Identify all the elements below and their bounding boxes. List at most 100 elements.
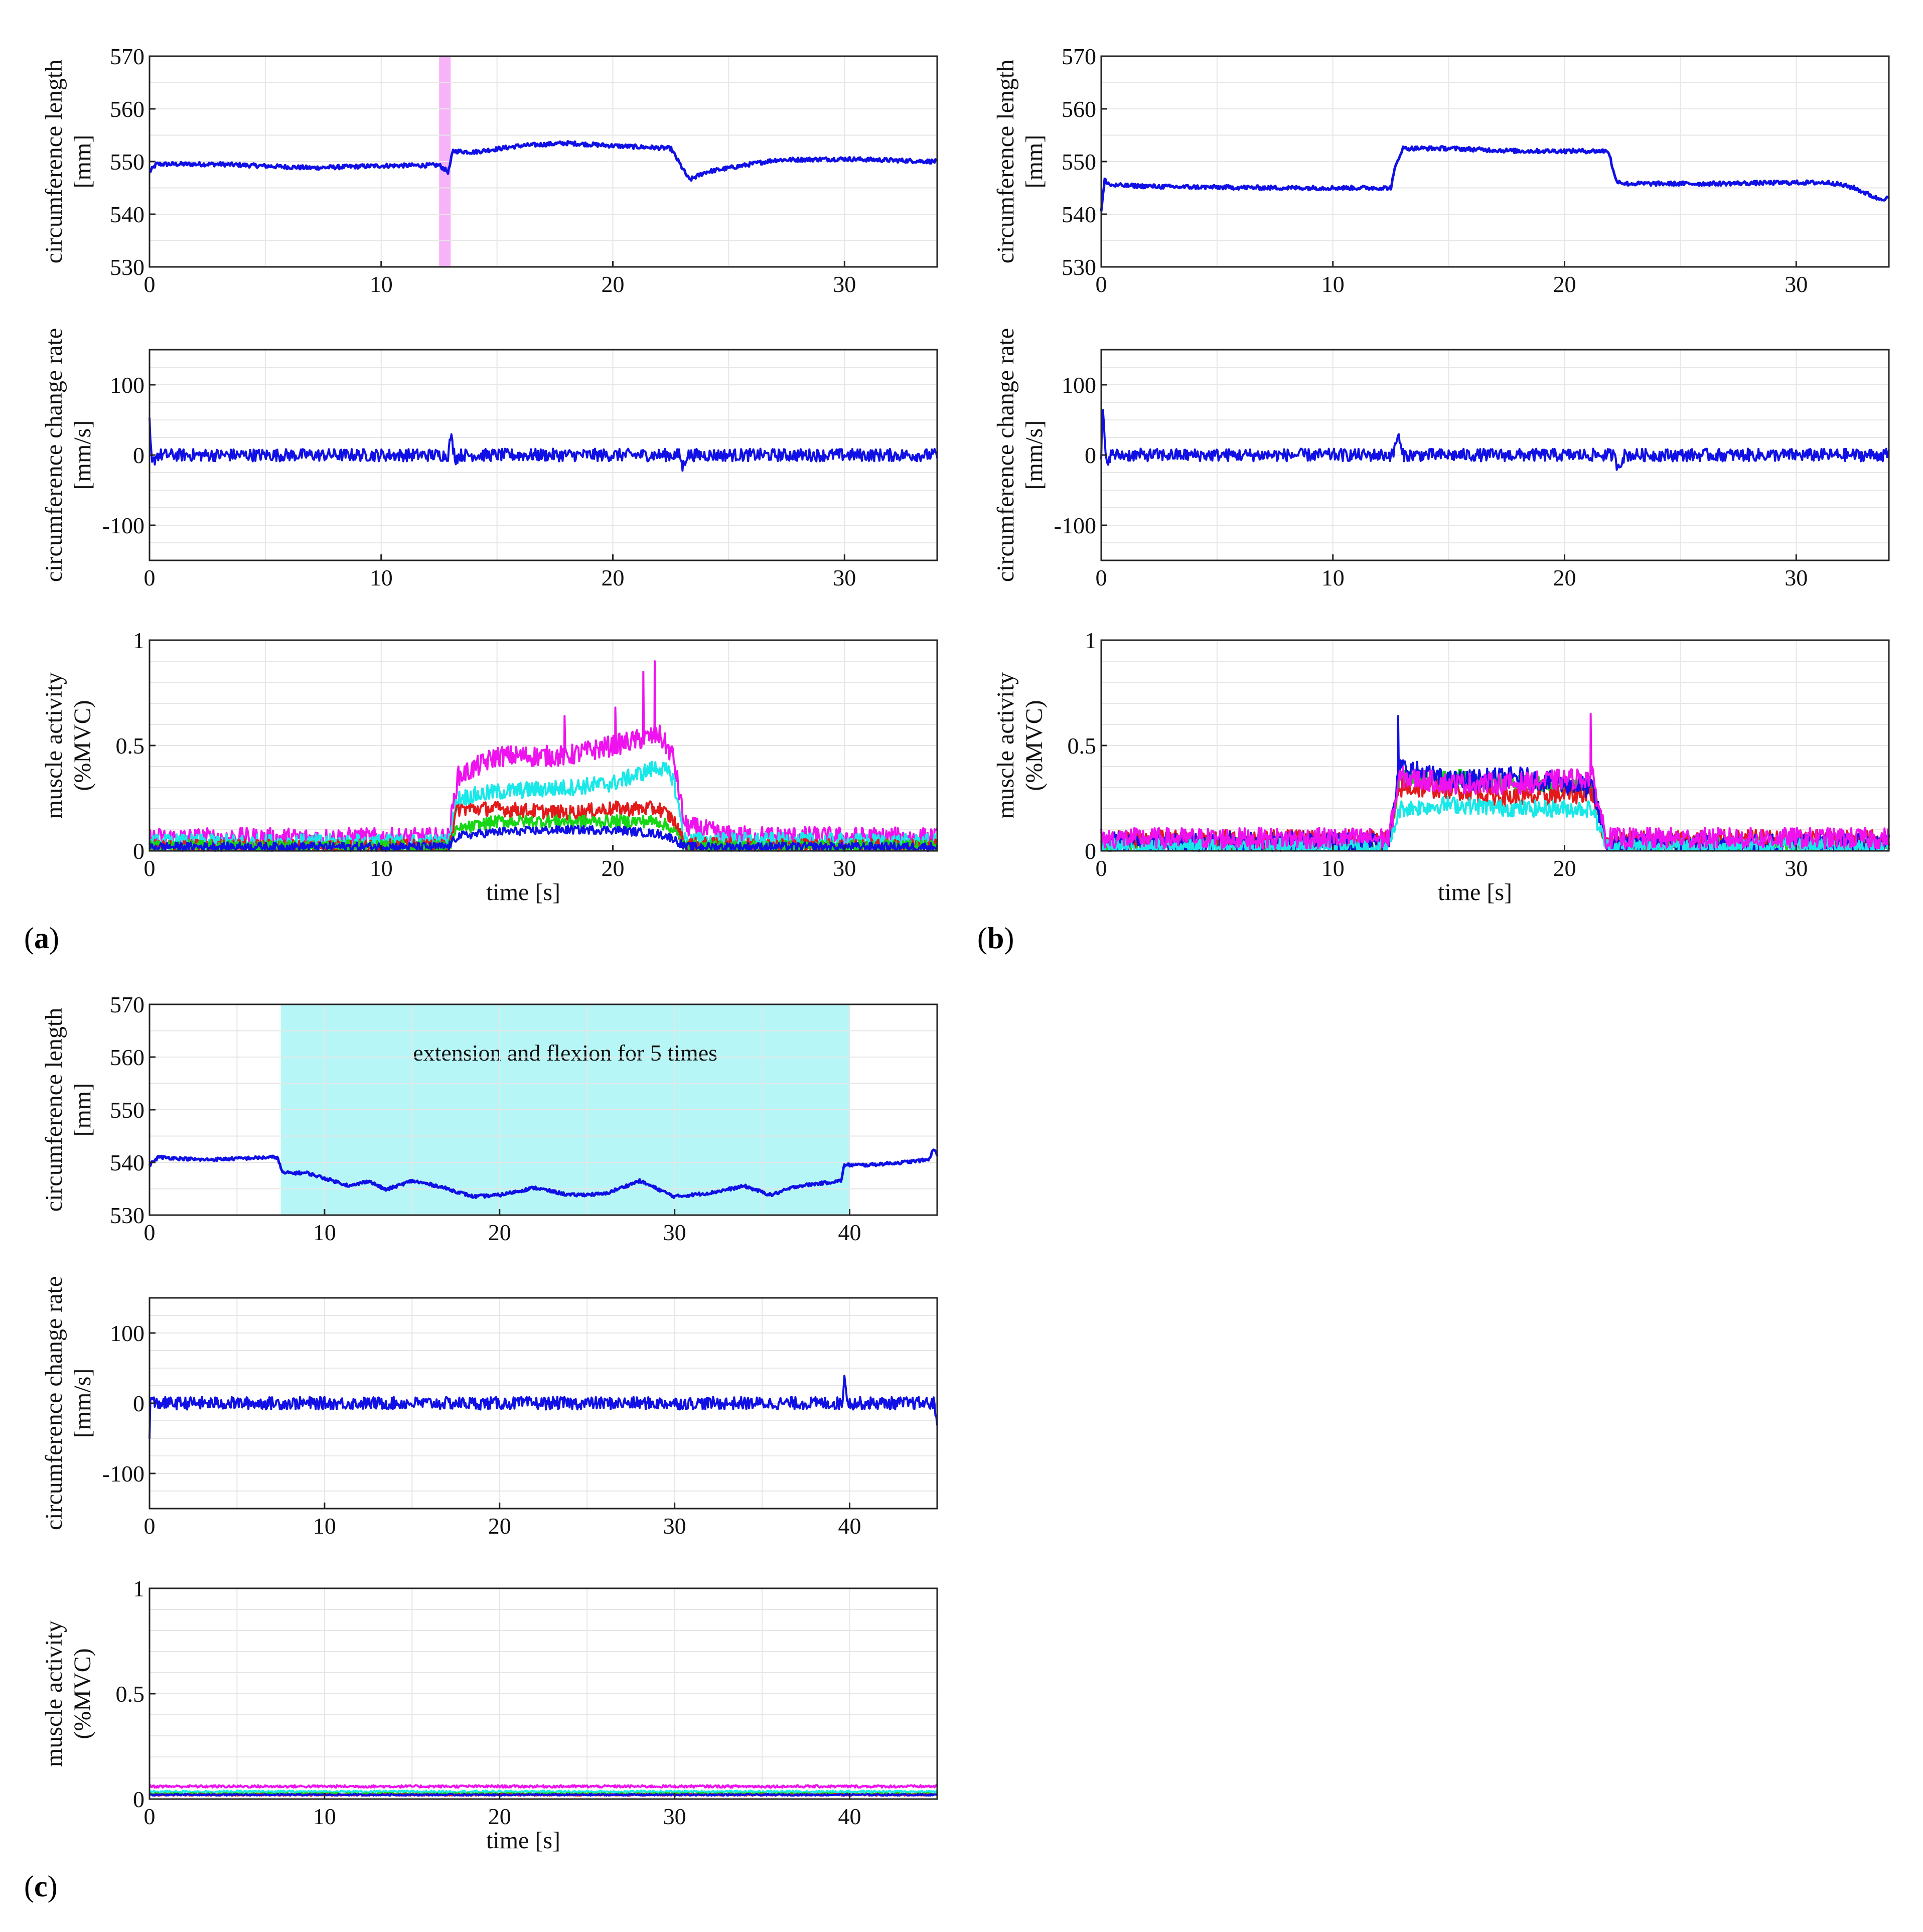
series-line-circumference bbox=[148, 1148, 939, 1199]
subplot-b-circumference: 530 540 550 560 570 0 10 20 30 circumference leng… bbox=[992, 44, 1890, 297]
panel-label-open: ( bbox=[24, 1870, 34, 1903]
x-tick-label: 10 bbox=[1321, 855, 1345, 881]
panel-label: (a) bbox=[24, 922, 59, 955]
series-line-change-rate bbox=[149, 1375, 938, 1439]
x-tick-label: 0 bbox=[144, 1513, 156, 1539]
x-tick-label: 10 bbox=[370, 855, 393, 881]
y-tick-label: 560 bbox=[110, 1045, 144, 1070]
x-tick-label: 20 bbox=[602, 271, 625, 297]
y-tick-label: -100 bbox=[1054, 513, 1096, 538]
x-tick-label: 40 bbox=[838, 1220, 861, 1245]
series-line-change-rate bbox=[1100, 409, 1890, 471]
x-tick-label: 20 bbox=[1553, 855, 1576, 881]
panel-label-close: ) bbox=[49, 922, 59, 955]
x-tick-label: 0 bbox=[1096, 855, 1107, 881]
y-axis-label: circumference length bbox=[992, 60, 1019, 263]
x-tick-label: 0 bbox=[144, 1804, 156, 1829]
series-line-magenta bbox=[1100, 713, 1890, 850]
x-tick-label: 30 bbox=[1785, 855, 1808, 881]
x-tick-label: 30 bbox=[833, 855, 856, 881]
y-axis-label: circumference length bbox=[41, 60, 67, 263]
y-axis-label: circumference change rate bbox=[41, 328, 67, 582]
panel-label-open: ( bbox=[24, 922, 34, 955]
x-tick-label: 0 bbox=[144, 271, 156, 297]
subplot-b-rate: -100 0 100 0 10 20 30 circumference change rate… bbox=[992, 328, 1890, 590]
x-tick-label: 30 bbox=[833, 271, 856, 297]
panel-label: (b) bbox=[977, 922, 1014, 955]
panel-label-close: ) bbox=[1004, 922, 1014, 955]
y-tick-label: 540 bbox=[110, 202, 144, 227]
y-tick-label: 540 bbox=[1062, 202, 1096, 227]
y-tick-label: 0 bbox=[133, 1391, 144, 1416]
subplot-a-rate: -100 0 100 0 10 20 30 circumference change rate… bbox=[41, 328, 938, 590]
panel-label-letter: b bbox=[987, 922, 1004, 955]
x-axis-label: time [s] bbox=[1438, 879, 1512, 906]
series-line-circumference bbox=[149, 140, 938, 182]
y-tick-label: -100 bbox=[102, 1461, 144, 1487]
y-tick-label: 560 bbox=[1062, 96, 1096, 122]
x-tick-label: 40 bbox=[838, 1804, 861, 1829]
y-axis-label: muscle activity bbox=[41, 672, 67, 819]
y-axis-label: circumference change rate bbox=[41, 1276, 67, 1530]
series-line-change-rate bbox=[149, 417, 938, 472]
y-tick-label: 570 bbox=[110, 992, 144, 1017]
y-tick-label: 530 bbox=[110, 254, 144, 280]
x-tick-label: 0 bbox=[144, 855, 156, 881]
y-tick-label: 530 bbox=[1062, 254, 1096, 280]
y-tick-label: 550 bbox=[110, 1097, 144, 1123]
y-tick-label: 0 bbox=[133, 442, 144, 468]
x-tick-label: 10 bbox=[1321, 565, 1345, 590]
y-axis-unit-label: [mm] bbox=[1021, 135, 1048, 189]
x-tick-label: 20 bbox=[1553, 565, 1576, 590]
x-tick-label: 0 bbox=[1096, 271, 1107, 297]
y-tick-label: 1 bbox=[1085, 628, 1096, 653]
x-tick-label: 10 bbox=[1321, 271, 1345, 297]
highlight-annotation: extension and flexion for 5 times bbox=[413, 1040, 717, 1066]
series-line-cyan bbox=[149, 1790, 938, 1794]
x-axis-label: time [s] bbox=[486, 879, 560, 906]
x-tick-label: 10 bbox=[313, 1804, 336, 1829]
x-tick-label: 10 bbox=[370, 565, 393, 590]
subplot-a-circumference: 530 540 550 560 570 0 10 20 30 circumference leng… bbox=[41, 44, 938, 297]
x-tick-label: 30 bbox=[1785, 271, 1808, 297]
panel-label: (c) bbox=[24, 1870, 58, 1903]
y-tick-label: 0 bbox=[1085, 442, 1096, 468]
y-tick-label: 0 bbox=[133, 838, 144, 864]
x-tick-label: 20 bbox=[602, 565, 625, 590]
y-tick-label: 100 bbox=[110, 372, 144, 398]
y-tick-label: 530 bbox=[110, 1203, 144, 1228]
y-tick-label: 0.5 bbox=[116, 733, 145, 759]
panel-label-letter: a bbox=[34, 922, 49, 955]
x-tick-label: 10 bbox=[313, 1513, 336, 1539]
y-axis-label: muscle activity bbox=[41, 1620, 67, 1767]
x-tick-label: 20 bbox=[488, 1220, 511, 1245]
series-line-circumference bbox=[1100, 145, 1890, 212]
y-axis-unit-label: [mm/s] bbox=[1021, 420, 1048, 490]
y-tick-label: 570 bbox=[1062, 44, 1096, 69]
x-tick-label: 30 bbox=[1785, 565, 1808, 590]
y-tick-label: 1 bbox=[133, 1576, 144, 1601]
y-tick-label: 100 bbox=[1062, 372, 1096, 398]
x-tick-label: 40 bbox=[838, 1513, 861, 1539]
series-line-magenta bbox=[149, 1784, 938, 1789]
x-tick-label: 20 bbox=[602, 855, 625, 881]
y-tick-label: 0.5 bbox=[1068, 733, 1097, 759]
x-tick-label: 20 bbox=[1553, 271, 1576, 297]
y-axis-unit-label: [mm] bbox=[69, 135, 96, 189]
x-tick-label: 0 bbox=[1096, 565, 1107, 590]
y-axis-label: muscle activity bbox=[992, 672, 1019, 819]
y-axis-unit-label: (%MVC) bbox=[69, 700, 96, 791]
y-axis-unit-label: [mm/s] bbox=[69, 1369, 96, 1438]
x-tick-label: 10 bbox=[313, 1220, 336, 1245]
y-tick-label: 560 bbox=[110, 96, 144, 122]
y-tick-label: 1 bbox=[133, 628, 144, 653]
y-tick-label: 550 bbox=[1062, 149, 1096, 175]
y-axis-label: circumference length bbox=[41, 1008, 67, 1212]
